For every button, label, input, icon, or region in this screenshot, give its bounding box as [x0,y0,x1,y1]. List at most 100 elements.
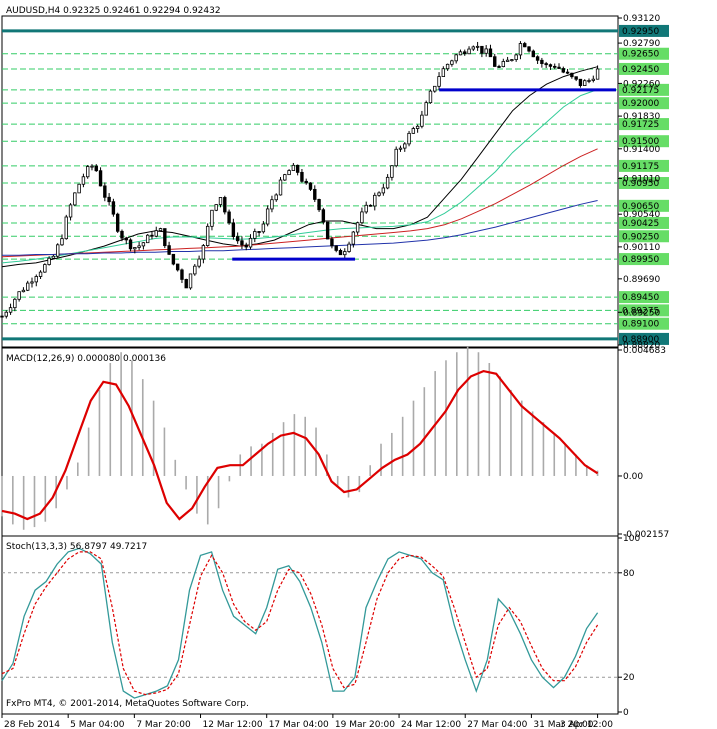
candle-body [377,192,381,196]
y-tick-label: 0.88820 [623,341,660,351]
candle-body [188,273,193,289]
candle-body [21,289,26,293]
price-level-label: 0.92950 [622,27,659,37]
macd-y-tick-label: 0.00 [623,472,643,482]
candle-body [278,179,283,196]
candle-body [133,247,137,250]
candle-body [583,80,587,86]
price-level-label: 0.90950 [622,179,659,189]
price-level-label: 0.89100 [622,320,659,330]
moving-average-line [1,66,598,268]
candle-body [214,204,218,211]
candle-body [154,230,158,237]
candle-body [544,63,548,66]
y-tick-label: 0.93120 [623,14,660,24]
candle-body [330,238,334,247]
candle-body [411,128,416,134]
candle-body [38,271,43,277]
price-level-tag [619,159,669,172]
price-level-label: 0.92650 [622,50,659,60]
macd-y-tick-label: 0.004683 [623,346,666,356]
price-level-tag [619,332,669,345]
y-tick-label: 0.92790 [623,39,660,49]
price-level-tag [619,118,669,131]
price-panel: 0.92950 0.92650 0.92450 0.92175 0.92000 0.917… [0,14,669,351]
candle-body [497,66,501,68]
candle-body [390,165,394,178]
candle-body [120,230,124,239]
candle-body [180,269,184,280]
candle-body [557,66,561,69]
panel-frame [1,15,619,348]
price-level-label: 0.89275 [622,306,659,316]
candle-body [8,307,13,313]
candle-body [458,51,463,56]
candle-body [235,236,240,242]
candle-body [471,46,476,50]
candle-body [394,148,398,167]
candle-body [317,199,321,211]
price-level-label: 0.90425 [622,219,659,229]
candle-body [295,164,300,173]
price-level-label: 0.92450 [622,65,659,75]
price-level-tag [619,199,669,212]
candle-body [291,164,296,171]
candle-body [287,170,291,176]
candle-body [231,222,236,237]
candle-body [205,225,210,246]
moving-average-line [1,148,598,258]
candle-body [493,56,497,67]
candle-body [441,68,446,77]
candle-body [364,204,368,213]
stoch-y-tick-label: 0 [623,708,629,718]
y-tick-label: 0.89250 [623,308,660,318]
price-level-label: 0.90250 [622,232,659,242]
candle-body [351,231,356,245]
candle-body [13,298,17,309]
macd-panel: 0.004683 0.00 -0.002157 [1,346,669,540]
candle-body [467,48,471,55]
candle-body [450,60,454,65]
candle-body [145,234,150,244]
stoch-signal-line [1,551,599,696]
x-tick-label: 7 Mar 20:00 [136,720,191,729]
y-tick-label: 0.92260 [623,79,660,89]
candle-body [480,45,484,54]
price-level-label: 0.91175 [622,162,659,172]
price-level-tag [619,24,669,37]
candle-body [347,243,351,252]
candle-body [218,197,223,206]
candle-body [64,216,68,240]
price-level-tag [619,291,669,304]
candle-body [34,276,38,283]
candle-body [475,45,480,48]
candle-body [56,244,60,257]
candle-body [111,201,116,215]
y-tick-label: 0.90540 [623,210,660,220]
stochastic-panel: 100 80 20 0 [1,534,640,718]
candle-body [158,228,163,232]
candle-body [68,204,73,218]
candle-body [193,265,197,275]
price-level-tag [619,47,669,60]
candle-body [505,59,510,62]
candle-body [373,194,377,207]
x-tick-label: 27 Mar 04:00 [467,720,527,729]
stoch-y-tick-label: 20 [623,673,635,683]
candle-body [98,170,103,187]
time-axis: 28 Feb 2014 5 Mar 04:00 7 Mar 20:00 12 Mar … [1,714,613,729]
candle-body [137,245,141,248]
candle-body [565,71,570,74]
x-tick-label: 12 Mar 12:00 [203,720,263,729]
candle-body [197,258,201,267]
candle-body [4,311,8,317]
candle-body [518,43,523,56]
candle-body [94,165,98,172]
candle-body [385,176,390,189]
candle-body [141,242,146,247]
candle-body [107,196,111,203]
candle-body [574,76,578,80]
candle-body [0,315,4,318]
price-level-label: 0.92000 [622,99,659,109]
